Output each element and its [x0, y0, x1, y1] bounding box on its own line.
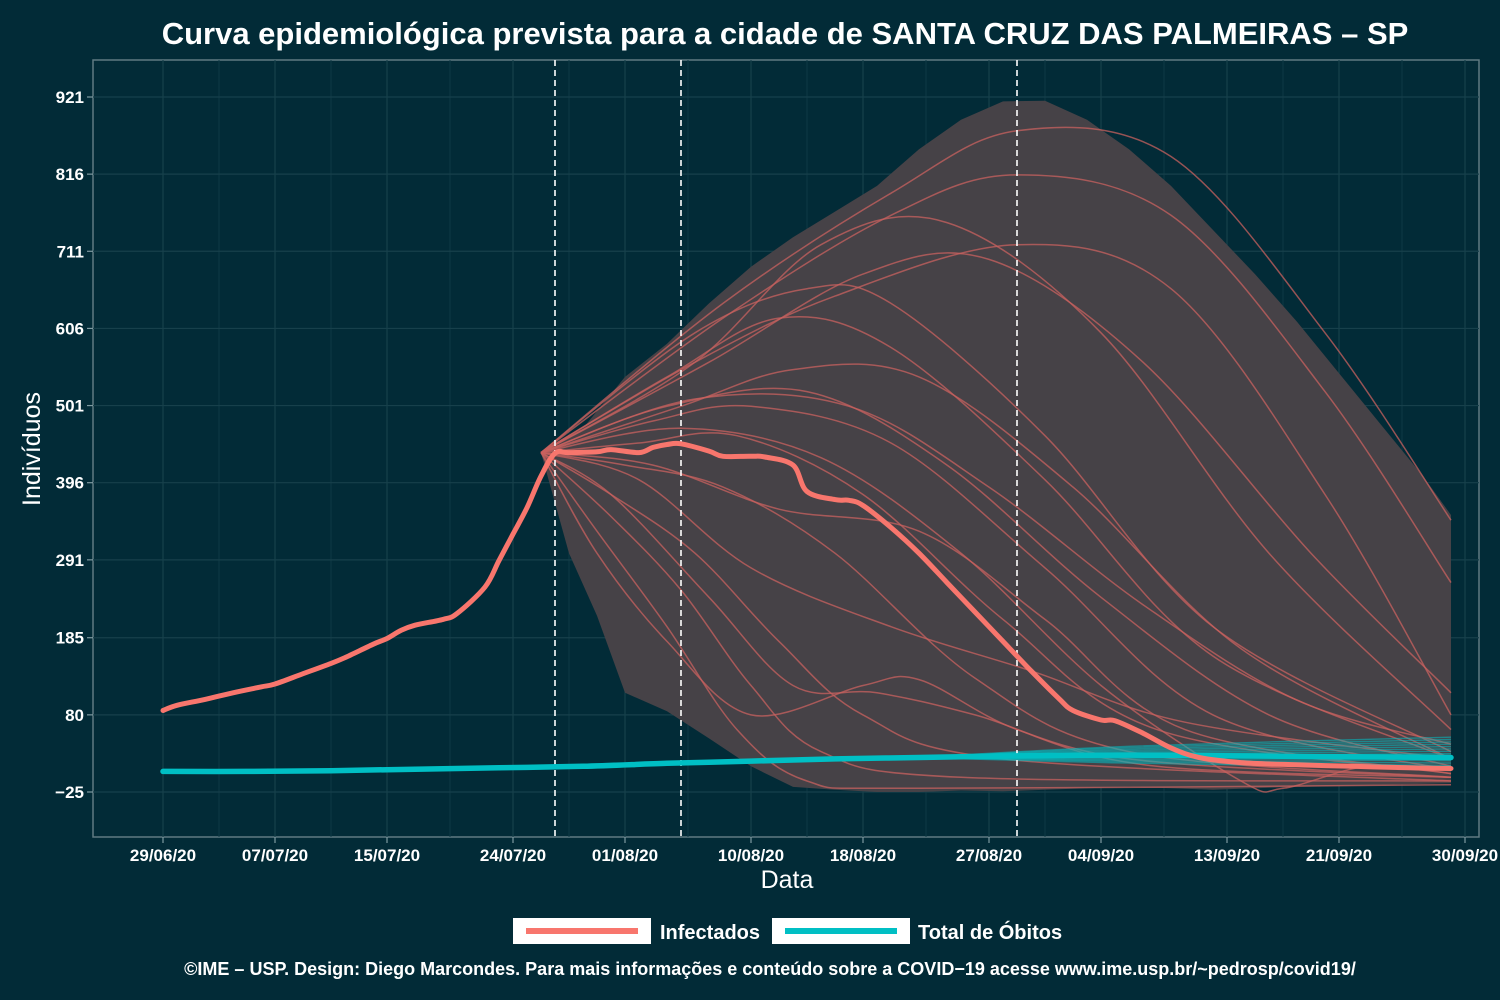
x-tick-label: 10/08/20 — [718, 846, 784, 865]
scenario-line-11 — [540, 452, 1452, 782]
caption: ©IME – USP. Design: Diego Marcondes. Par… — [184, 959, 1356, 979]
scenario-line-19 — [540, 252, 1452, 694]
scenario-line-15 — [540, 451, 1452, 775]
y-tick-label: 606 — [56, 319, 84, 338]
series-lines — [160, 440, 1454, 775]
y-tick-label: 291 — [56, 551, 84, 570]
x-tick-label: 15/07/20 — [354, 846, 420, 865]
chart-title: Curva epidemiológica prevista para a cid… — [162, 16, 1409, 51]
x-tick-label: 29/06/20 — [130, 846, 196, 865]
scenario-line-7 — [540, 404, 1452, 771]
scenario-line-17 — [540, 427, 1452, 793]
x-tick-label: 30/09/20 — [1432, 846, 1498, 865]
scenario-line-3 — [540, 215, 1452, 731]
x-tick-label: 04/09/20 — [1068, 846, 1134, 865]
scenario-line-6 — [540, 363, 1452, 760]
legend: Infectados Total de Óbitos — [513, 918, 1062, 944]
scenario-line-18 — [540, 387, 1452, 768]
legend-label-obitos: Total de Óbitos — [918, 920, 1062, 944]
y-tick-label: 80 — [65, 706, 84, 725]
x-tick-label: 27/08/20 — [956, 846, 1022, 865]
scenario-line-20 — [540, 393, 1452, 745]
prediction-band — [541, 100, 1451, 792]
series-line-obitos — [160, 752, 1454, 775]
y-tick-label: 185 — [56, 629, 84, 648]
y-tick-label: 921 — [56, 88, 84, 107]
x-axis-title: Data — [761, 866, 814, 894]
plot-panel-border — [92, 59, 1480, 838]
y-tick-label: 816 — [56, 165, 84, 184]
scenario-line-13 — [540, 452, 1452, 779]
x-tick-label: 18/08/20 — [830, 846, 896, 865]
scenario-line-10 — [540, 451, 1452, 782]
x-tick-label: 07/07/20 — [242, 846, 308, 865]
series-line-infectados — [160, 440, 1454, 771]
y-tick-label: 501 — [56, 397, 84, 416]
y-tick-label: 396 — [56, 474, 84, 493]
scenario-line-4 — [540, 284, 1452, 753]
x-tick-label: 13/09/20 — [1194, 846, 1260, 865]
scenario-line-12 — [540, 452, 1452, 790]
y-axis-title: Indivíduos — [18, 392, 46, 506]
scenario-line-16 — [540, 451, 1452, 760]
y-axis-ticks: −25 80 185 291 396 501 606 711 816 921 — [55, 88, 93, 802]
scenario-line-5 — [540, 315, 1452, 760]
y-tick-label: −25 — [55, 783, 84, 802]
x-tick-label: 21/09/20 — [1306, 846, 1372, 865]
y-tick-label: 711 — [57, 242, 84, 261]
x-axis-ticks: 29/06/20 07/07/20 15/07/20 24/07/20 01/08/20… — [130, 837, 1498, 865]
legend-label-infectados: Infectados — [660, 922, 760, 944]
x-tick-label: 24/07/20 — [480, 846, 546, 865]
x-tick-label: 01/08/20 — [592, 846, 658, 865]
